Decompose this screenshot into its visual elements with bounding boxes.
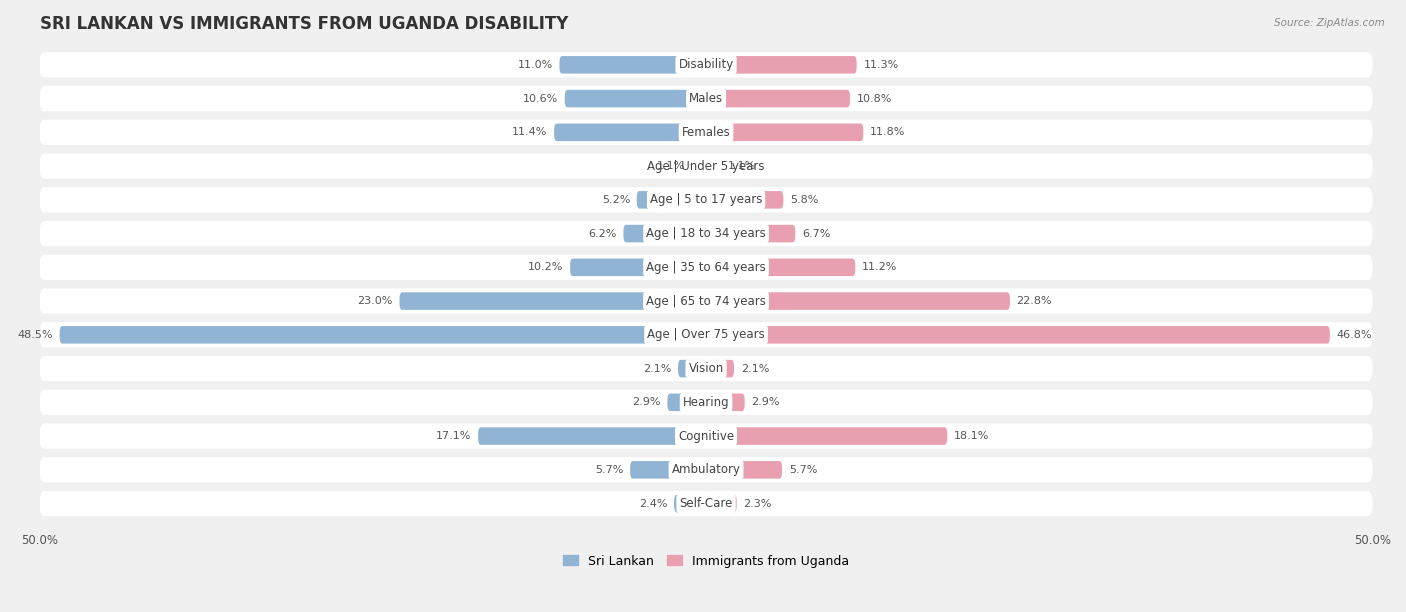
FancyBboxPatch shape [706,394,745,411]
FancyBboxPatch shape [39,457,1372,482]
Text: 6.2%: 6.2% [588,228,617,239]
FancyBboxPatch shape [39,221,1372,246]
FancyBboxPatch shape [39,424,1372,449]
Text: Males: Males [689,92,723,105]
FancyBboxPatch shape [706,258,855,276]
FancyBboxPatch shape [706,157,721,175]
Text: 2.3%: 2.3% [744,499,772,509]
FancyBboxPatch shape [673,495,706,512]
Text: 11.3%: 11.3% [863,60,898,70]
Text: Source: ZipAtlas.com: Source: ZipAtlas.com [1274,18,1385,28]
FancyBboxPatch shape [706,90,851,107]
Text: 5.7%: 5.7% [789,465,817,475]
FancyBboxPatch shape [630,461,706,479]
Text: Age | 65 to 74 years: Age | 65 to 74 years [647,294,766,308]
Text: 10.2%: 10.2% [529,263,564,272]
FancyBboxPatch shape [39,356,1372,381]
Text: 11.4%: 11.4% [512,127,547,137]
Text: Age | 5 to 17 years: Age | 5 to 17 years [650,193,762,206]
FancyBboxPatch shape [678,360,706,378]
FancyBboxPatch shape [706,56,856,73]
FancyBboxPatch shape [39,86,1372,111]
Text: 11.2%: 11.2% [862,263,897,272]
FancyBboxPatch shape [706,495,737,512]
FancyBboxPatch shape [39,322,1372,348]
FancyBboxPatch shape [706,427,948,445]
FancyBboxPatch shape [554,124,706,141]
Text: SRI LANKAN VS IMMIGRANTS FROM UGANDA DISABILITY: SRI LANKAN VS IMMIGRANTS FROM UGANDA DIS… [39,15,568,33]
Text: Cognitive: Cognitive [678,430,734,442]
Text: 2.1%: 2.1% [643,364,672,373]
Text: 6.7%: 6.7% [801,228,831,239]
FancyBboxPatch shape [39,120,1372,145]
Text: Self-Care: Self-Care [679,497,733,510]
Text: 22.8%: 22.8% [1017,296,1052,306]
FancyBboxPatch shape [706,360,734,378]
FancyBboxPatch shape [39,187,1372,212]
Text: 2.4%: 2.4% [638,499,668,509]
Text: 46.8%: 46.8% [1337,330,1372,340]
Text: Age | Over 75 years: Age | Over 75 years [647,328,765,341]
Text: Age | 35 to 64 years: Age | 35 to 64 years [647,261,766,274]
Text: Vision: Vision [689,362,724,375]
Text: 5.7%: 5.7% [595,465,623,475]
Text: 11.8%: 11.8% [870,127,905,137]
FancyBboxPatch shape [706,293,1010,310]
Text: 2.9%: 2.9% [633,397,661,408]
FancyBboxPatch shape [706,191,783,209]
FancyBboxPatch shape [39,390,1372,415]
Text: 18.1%: 18.1% [953,431,990,441]
Text: 2.9%: 2.9% [751,397,780,408]
FancyBboxPatch shape [692,157,706,175]
Text: Disability: Disability [679,58,734,72]
Text: 1.1%: 1.1% [657,161,685,171]
FancyBboxPatch shape [706,326,1330,343]
FancyBboxPatch shape [560,56,706,73]
FancyBboxPatch shape [706,124,863,141]
Text: Hearing: Hearing [683,396,730,409]
Text: 23.0%: 23.0% [357,296,392,306]
Text: 48.5%: 48.5% [17,330,53,340]
Text: Ambulatory: Ambulatory [672,463,741,476]
Text: 10.8%: 10.8% [856,94,891,103]
Text: 17.1%: 17.1% [436,431,471,441]
FancyBboxPatch shape [706,225,796,242]
Text: Age | 18 to 34 years: Age | 18 to 34 years [647,227,766,240]
Text: Females: Females [682,126,731,139]
FancyBboxPatch shape [637,191,706,209]
FancyBboxPatch shape [39,491,1372,517]
FancyBboxPatch shape [623,225,706,242]
FancyBboxPatch shape [39,255,1372,280]
FancyBboxPatch shape [399,293,706,310]
FancyBboxPatch shape [59,326,706,343]
Text: 5.2%: 5.2% [602,195,630,205]
FancyBboxPatch shape [706,461,782,479]
FancyBboxPatch shape [39,154,1372,179]
FancyBboxPatch shape [569,258,706,276]
FancyBboxPatch shape [565,90,706,107]
Text: 10.6%: 10.6% [523,94,558,103]
Text: Age | Under 5 years: Age | Under 5 years [647,160,765,173]
Text: 1.1%: 1.1% [727,161,755,171]
Text: 11.0%: 11.0% [517,60,553,70]
FancyBboxPatch shape [39,52,1372,78]
FancyBboxPatch shape [668,394,706,411]
Text: 5.8%: 5.8% [790,195,818,205]
FancyBboxPatch shape [39,288,1372,314]
FancyBboxPatch shape [478,427,706,445]
Text: 2.1%: 2.1% [741,364,769,373]
Legend: Sri Lankan, Immigrants from Uganda: Sri Lankan, Immigrants from Uganda [564,554,849,567]
